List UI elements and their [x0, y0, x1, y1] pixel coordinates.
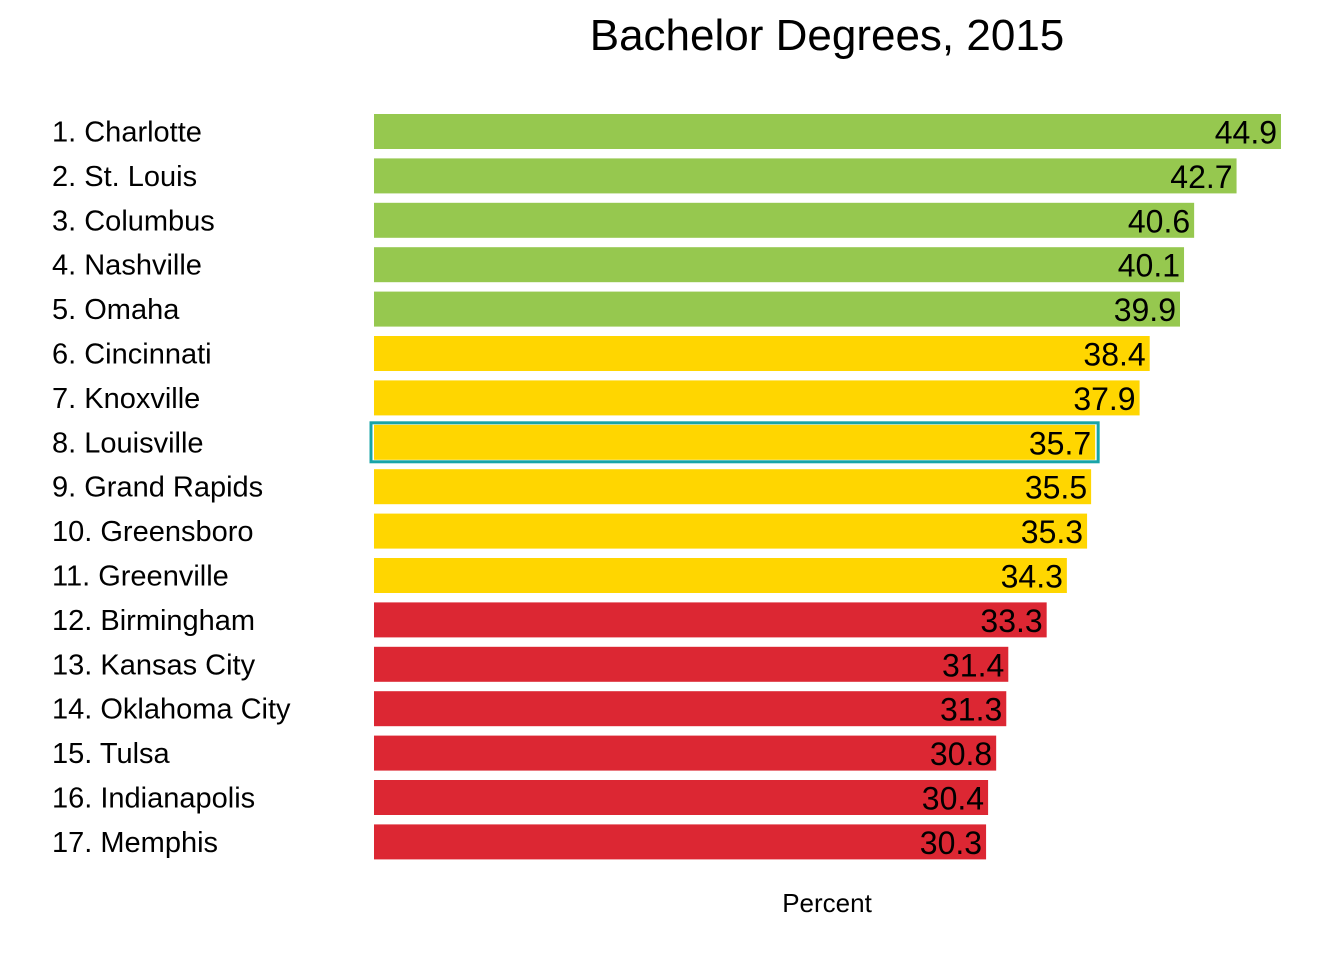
value-label: 40.1: [1118, 248, 1180, 284]
value-label: 37.9: [1073, 381, 1135, 417]
bar: [374, 114, 1281, 149]
category-labels: 1. Charlotte 2. St. Louis 3. Columbus 4. Na…: [52, 117, 291, 859]
x-axis-label: Percent: [782, 888, 872, 918]
category-label: 6. Cincinnati: [52, 339, 212, 371]
category-label: 14. Oklahoma City: [52, 694, 291, 726]
bars: [369, 114, 1281, 860]
bar: [374, 691, 1007, 727]
value-label: 30.3: [920, 825, 982, 861]
category-label: 4. Nashville: [52, 250, 202, 282]
category-label: 2. St. Louis: [52, 161, 197, 193]
category-label: 11. Greenville: [52, 561, 229, 593]
bar: [374, 646, 1009, 682]
value-label: 30.8: [930, 736, 992, 772]
bar: [374, 558, 1067, 593]
bar: [374, 824, 987, 860]
bar: [374, 513, 1088, 549]
value-labels: 44.9 42.7 40.6 40.1 39.9 38.4 37.9 35.7 35.5 35.3…: [920, 115, 1277, 861]
bar: [374, 735, 997, 771]
value-label: 31.4: [942, 647, 1004, 683]
value-label: 35.3: [1021, 514, 1083, 550]
bar: [374, 780, 989, 815]
category-label: 8. Louisville: [52, 427, 204, 459]
value-label: 39.9: [1114, 292, 1176, 328]
value-label: 33.3: [980, 603, 1042, 639]
value-label: 34.3: [1001, 559, 1063, 595]
bar: [374, 336, 1150, 371]
bar: [374, 291, 1180, 327]
bar: [374, 158, 1237, 194]
value-label: 31.3: [940, 692, 1002, 728]
category-label: 7. Knoxville: [52, 383, 200, 415]
category-label: 1. Charlotte: [52, 117, 202, 149]
category-label: 16. Indianapolis: [52, 783, 255, 815]
value-label: 42.7: [1170, 159, 1232, 195]
category-label: 3. Columbus: [52, 205, 215, 237]
category-label: 12. Birmingham: [52, 605, 255, 637]
bar: [374, 424, 1096, 460]
value-label: 40.6: [1128, 203, 1190, 239]
value-label: 44.9: [1215, 115, 1277, 151]
bar: [374, 380, 1140, 416]
category-label: 10. Greensboro: [52, 516, 254, 548]
bar: [374, 247, 1185, 283]
value-label: 38.4: [1083, 337, 1145, 373]
bar: [374, 469, 1092, 505]
bar: [374, 202, 1195, 238]
chart-title: Bachelor Degrees, 2015: [590, 11, 1065, 60]
category-label: 13. Kansas City: [52, 649, 256, 681]
category-label: 15. Tulsa: [52, 738, 171, 770]
value-label: 35.5: [1025, 470, 1087, 506]
category-label: 17. Memphis: [52, 827, 218, 859]
category-label: 5. Omaha: [52, 294, 180, 326]
value-label: 35.7: [1029, 425, 1091, 461]
highlight-outline: [369, 421, 1100, 464]
value-label: 30.4: [922, 781, 984, 817]
category-label: 9. Grand Rapids: [52, 472, 263, 504]
bar: [374, 602, 1047, 638]
